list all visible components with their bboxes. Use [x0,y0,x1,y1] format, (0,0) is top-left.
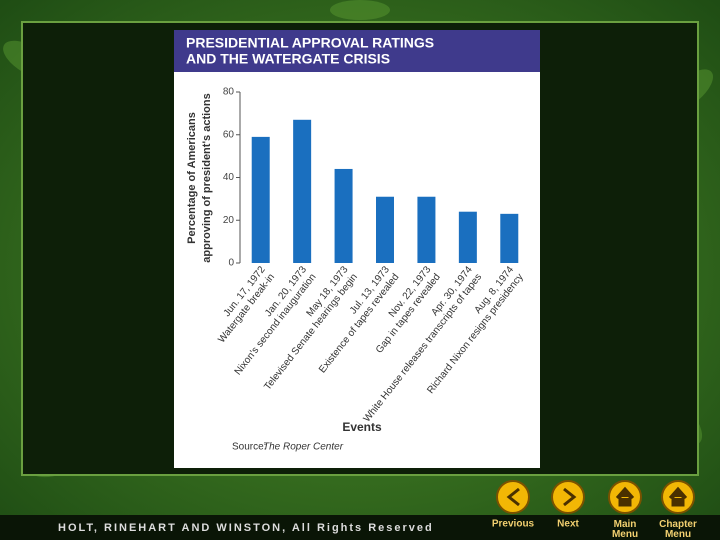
chart-panel [174,30,540,468]
title-band [174,30,540,72]
nav-circle [551,480,585,514]
nav-label[interactable]: Previous [492,519,535,530]
y-tick-label: 40 [223,172,235,183]
y-axis-title-line: approving of president's actions [201,93,213,262]
nav-button[interactable] [496,480,530,514]
chart-title: PRESIDENTIAL APPROVAL RATINGS [186,35,434,51]
x-axis-title: Events [342,420,382,434]
nav-icon [506,487,520,507]
y-axis-title-line: Percentage of Americans [186,112,198,244]
footer-text: HOLT, RINEHART AND WINSTON, All Rights R… [58,522,434,534]
nav-button[interactable] [661,480,695,514]
source-label: Source: [232,442,266,453]
chart-title: AND THE WATERGATE CRISIS [186,51,390,67]
nav-icon [668,486,688,507]
bar [334,168,353,263]
nav-button[interactable] [608,480,642,514]
bar [458,211,477,263]
y-tick-label: 0 [228,258,234,269]
nav-circle [496,480,530,514]
nav-label[interactable]: Chapter Menu [659,519,697,540]
nav-label[interactable]: Main Menu [612,519,638,540]
bar [251,136,270,263]
source-name: The Roper Center [263,442,344,453]
bar [293,119,312,263]
nav-icon [615,486,635,507]
nav-icon [563,487,577,507]
footer-bar [0,515,720,540]
bar [376,196,394,263]
bar [500,213,519,263]
nav-label[interactable]: Next [557,519,579,530]
y-axis-title: Percentage of Americans approving of pre… [186,93,213,262]
y-tick-label: 60 [223,129,235,140]
y-tick-label: 20 [223,215,235,226]
y-tick-label: 80 [223,87,235,98]
nav-button[interactable] [551,480,585,514]
bar [417,196,436,263]
